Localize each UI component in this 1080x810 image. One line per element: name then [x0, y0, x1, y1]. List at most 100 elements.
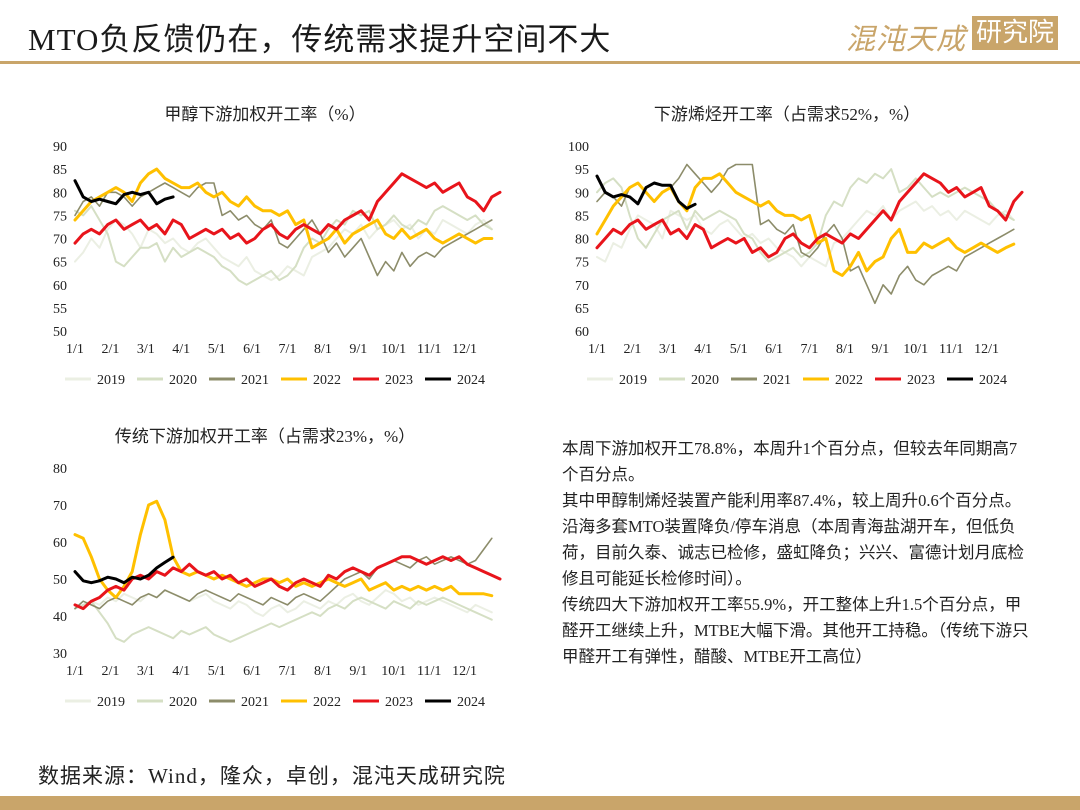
x-tick-label: 3/1	[137, 342, 155, 357]
legend-label: 2021	[241, 373, 269, 388]
page-title: MTO负反馈仍在，传统需求提升空间不大	[28, 22, 612, 57]
series-line-2024	[595, 174, 697, 210]
y-tick-label: 60	[53, 279, 67, 294]
y-tick-label: 75	[575, 256, 589, 271]
legend-label: 2023	[385, 373, 413, 388]
series-line-2024	[73, 179, 175, 206]
data-source: 数据来源：Wind，隆众，卓创，混沌天成研究院	[38, 764, 506, 788]
y-tick-label: 80	[575, 233, 589, 248]
x-tick-label: 4/1	[172, 342, 190, 357]
x-tick-label: 3/1	[659, 342, 677, 357]
chart-olefin-downstream: 下游烯烃开工率（占需求52%，%） 60 65 70 75 80 85 90 95 100 1/1 2…	[552, 100, 1062, 400]
chart-title: 甲醇下游加权开工率（%）	[164, 105, 365, 124]
x-tick-label: 7/1	[279, 664, 297, 679]
series-line-2022	[595, 172, 1016, 277]
x-tick-label: 12/1	[452, 664, 477, 679]
y-tick-label: 70	[53, 499, 67, 514]
legend-label: 2019	[97, 373, 125, 388]
x-tick-label: 10/1	[381, 342, 406, 357]
x-tick-label: 7/1	[279, 342, 297, 357]
legend-label: 2024	[457, 373, 485, 388]
x-tick-label: 6/1	[765, 342, 783, 357]
legend-label: 2020	[169, 373, 197, 388]
series-line-2021	[74, 537, 493, 610]
y-tick-label: 70	[575, 279, 589, 294]
x-tick-label: 12/1	[452, 342, 477, 357]
x-tick-label: 1/1	[66, 342, 84, 357]
x-tick-label: 5/1	[730, 342, 748, 357]
legend-label: 2024	[457, 695, 485, 710]
y-tick-label: 50	[53, 573, 67, 588]
x-tick-label: 8/1	[836, 342, 854, 357]
y-tick-label: 65	[53, 256, 67, 271]
y-tick-label: 90	[53, 140, 67, 155]
note-paragraph: 其中甲醇制烯烃装置产能利用率87.4%，较上周升0.6个百分点。沿海多套MTO装…	[562, 491, 1024, 588]
chart-title: 下游烯烃开工率（占需求52%，%）	[654, 105, 920, 124]
x-tick-label: 1/1	[588, 342, 606, 357]
line-chart-svg: 甲醇下游加权开工率（%） 50 55 60 65 70 75 80 85 90 1/1 2/1 3/1 4…	[53, 105, 502, 388]
x-tick-label: 3/1	[137, 664, 155, 679]
series-line-2020	[74, 596, 493, 643]
y-tick-label: 55	[53, 302, 67, 317]
x-tick-label: 12/1	[974, 342, 999, 357]
x-tick-label: 5/1	[208, 664, 226, 679]
legend-label: 2021	[241, 695, 269, 710]
legend-label: 2019	[619, 373, 647, 388]
note-paragraph: 传统四大下游加权开工率55.9%，开工整体上升1.5个百分点，甲醛开工继续上升，…	[562, 595, 1029, 666]
x-tick-label: 11/1	[939, 342, 963, 357]
x-tick-label: 2/1	[623, 342, 641, 357]
series-line-2024	[73, 555, 175, 585]
line-chart-svg: 下游烯烃开工率（占需求52%，%） 60 65 70 75 80 85 90 95 100 1/1 2…	[568, 105, 1024, 388]
legend-label: 2021	[763, 373, 791, 388]
legend-label: 2022	[835, 373, 863, 388]
chart-title: 传统下游加权开工率（占需求23%，%）	[115, 427, 415, 446]
x-tick-label: 4/1	[694, 342, 712, 357]
legend-label: 2020	[691, 373, 719, 388]
x-tick-label: 8/1	[314, 664, 332, 679]
y-tick-label: 50	[53, 325, 67, 340]
x-tick-label: 9/1	[349, 664, 367, 679]
x-tick-label: 6/1	[243, 342, 261, 357]
note-paragraph: 本周下游加权开工78.8%，本周升1个百分点，但较去年同期高7个百分点。	[562, 439, 1018, 484]
line-chart-svg: 传统下游加权开工率（占需求23%，%） 30 40 50 60 70 80 1/1 2/1 3/1…	[53, 427, 502, 710]
x-tick-label: 6/1	[243, 664, 261, 679]
x-tick-label: 5/1	[208, 342, 226, 357]
brand-logo: 混沌天成 研究院	[846, 14, 1058, 56]
brand-name: 混沌天成	[846, 24, 967, 56]
x-tick-label: 9/1	[349, 342, 367, 357]
chart-traditional-downstream: 传统下游加权开工率（占需求23%，%） 30 40 50 60 70 80 1/1 2/1 3/1…	[30, 422, 540, 722]
y-tick-label: 65	[575, 302, 589, 317]
legend-label: 2023	[907, 373, 935, 388]
y-tick-label: 95	[575, 163, 589, 178]
commentary-notes: 本周下游加权开工78.8%，本周升1个百分点，但较去年同期高7个百分点。 其中甲…	[562, 436, 1032, 670]
legend-label: 2019	[97, 695, 125, 710]
x-tick-label: 8/1	[314, 342, 332, 357]
footer-bar	[0, 796, 1080, 810]
x-tick-label: 7/1	[801, 342, 819, 357]
series-line-2023	[73, 172, 502, 245]
legend-label: 2020	[169, 695, 197, 710]
x-tick-label: 4/1	[172, 664, 190, 679]
x-tick-label: 11/1	[417, 664, 441, 679]
legend-label: 2024	[979, 373, 1007, 388]
y-tick-label: 90	[575, 186, 589, 201]
y-tick-label: 40	[53, 610, 67, 625]
brand-badge: 研究院	[971, 16, 1058, 50]
series-line-2023	[595, 172, 1024, 259]
y-tick-label: 60	[53, 536, 67, 551]
legend-label: 2022	[313, 695, 341, 710]
y-tick-label: 30	[53, 647, 67, 662]
y-tick-label: 80	[53, 462, 67, 477]
series-line-2020	[74, 205, 493, 286]
y-tick-label: 85	[53, 163, 67, 178]
series-line-2022	[73, 499, 494, 599]
series-line-2019	[74, 219, 493, 282]
chart-methanol-downstream: 甲醇下游加权开工率（%） 50 55 60 65 70 75 80 85 90 1/1 2/1 3/1 4…	[30, 100, 540, 400]
y-tick-label: 80	[53, 186, 67, 201]
y-tick-label: 60	[575, 325, 589, 340]
x-tick-label: 10/1	[381, 664, 406, 679]
x-tick-label: 2/1	[101, 342, 119, 357]
y-tick-label: 70	[53, 233, 67, 248]
series-line-2019	[596, 200, 1015, 268]
header-divider	[0, 61, 1080, 64]
